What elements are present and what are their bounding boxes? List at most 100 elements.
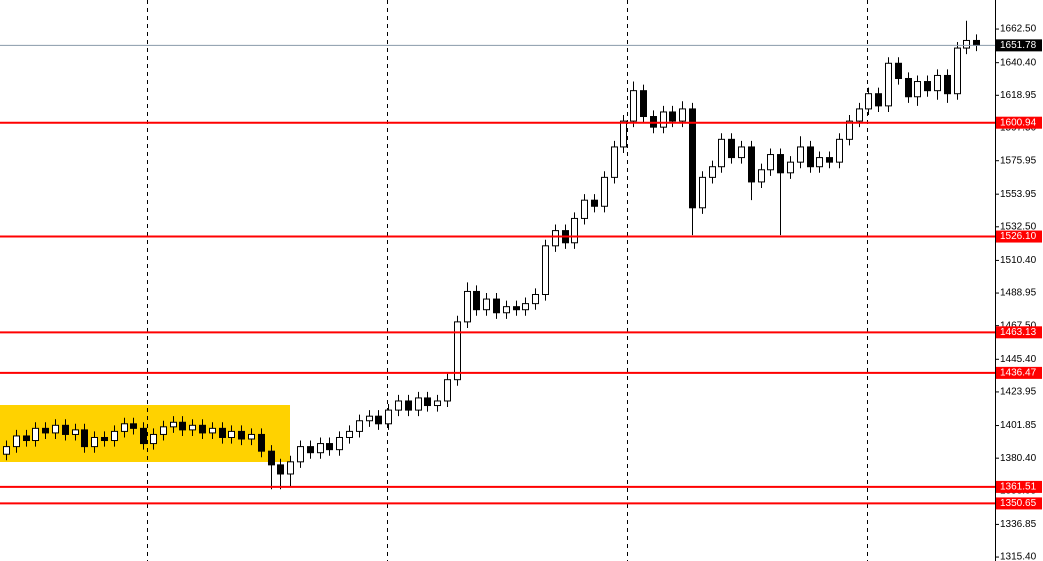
level-box (996, 230, 1042, 243)
candle-body (13, 435, 20, 448)
y-tick-label: 1336.85 (1000, 519, 1037, 530)
candle-body (807, 146, 814, 168)
candle-body (973, 39, 980, 46)
y-tick-label: 1467.50 (1000, 320, 1037, 331)
candle-body (767, 154, 774, 171)
candle-body (248, 433, 255, 440)
last-price-box (996, 39, 1042, 52)
candle-body (346, 430, 353, 438)
candle-body (189, 424, 196, 431)
candle-body (473, 290, 480, 311)
candle-body (836, 138, 843, 163)
candle-body (591, 199, 598, 207)
level-box (996, 366, 1042, 379)
candle-body (963, 39, 970, 49)
candle-body (738, 146, 745, 159)
candle-body (42, 427, 49, 434)
y-tick-label: 1380.40 (1000, 453, 1037, 464)
level-box (996, 326, 1042, 339)
candle-body (503, 306, 510, 314)
y-tick-label: 1575.95 (1000, 155, 1037, 166)
y-tick-label: 1532.50 (1000, 221, 1037, 232)
candle-body (356, 420, 363, 432)
candle-body (571, 217, 578, 244)
last-price-label: 1651.78 (1000, 40, 1037, 51)
candle-body (415, 397, 422, 411)
candle-body (787, 161, 794, 174)
level-box (996, 497, 1042, 510)
candle-body (944, 74, 951, 95)
candle-body (405, 400, 412, 411)
level-label: 1463.13 (1000, 327, 1037, 338)
candle-body (914, 81, 921, 98)
candle-body (601, 176, 608, 207)
candle-body (797, 146, 804, 163)
candle-body (140, 427, 147, 445)
y-tick-label: 1553.95 (1000, 189, 1037, 200)
candle-body (542, 245, 549, 295)
candle-body (72, 429, 79, 435)
candle-body (679, 108, 686, 122)
y-tick-label: 1488.95 (1000, 288, 1037, 299)
candle-body (611, 146, 618, 178)
y-tick-label: 1618.95 (1000, 90, 1037, 101)
candle-body (336, 436, 343, 451)
candle-body (3, 446, 10, 455)
candle-body (258, 433, 265, 452)
candle-body (865, 93, 872, 110)
candle-body (23, 435, 30, 442)
candle-body (464, 290, 471, 323)
candle-body (179, 421, 186, 431)
candle-body (238, 430, 245, 440)
candle-body (91, 436, 98, 448)
candle-body (326, 443, 333, 451)
y-tick-label: 1423.95 (1000, 387, 1037, 398)
candle-body (669, 111, 676, 122)
candle-body (777, 154, 784, 174)
candle-body (52, 424, 59, 434)
level-label: 1361.51 (1000, 482, 1037, 493)
candle-body (375, 415, 382, 425)
candle-body (660, 111, 667, 128)
candle-body (170, 421, 177, 428)
candle-body (934, 74, 941, 92)
candle-body (895, 62, 902, 79)
candle-body (277, 464, 284, 475)
candle-body (32, 427, 39, 442)
time-grid (147, 0, 868, 561)
candle-body (826, 157, 833, 163)
candle-body (954, 47, 961, 95)
level-box (996, 116, 1042, 129)
candle-body (317, 443, 324, 454)
candle-body (856, 108, 863, 122)
candle-body (81, 429, 88, 448)
candle-body (219, 427, 226, 438)
y-tick-label: 1401.85 (1000, 420, 1037, 431)
candle-body (121, 423, 128, 432)
candle-body (101, 436, 108, 442)
candle-body (130, 423, 137, 429)
level-label: 1526.10 (1000, 231, 1037, 242)
candle-body (209, 427, 216, 434)
level-box (996, 480, 1042, 493)
candle-body (630, 90, 637, 122)
candle-body (924, 81, 931, 92)
candle-body (385, 409, 392, 425)
candle-body (493, 298, 500, 314)
level-label: 1350.65 (1000, 498, 1037, 509)
candle-body (483, 298, 490, 311)
level-label: 1436.47 (1000, 368, 1037, 379)
candle-body (297, 446, 304, 463)
candle-body (150, 433, 157, 445)
candle-body (885, 62, 892, 107)
candle-body (366, 415, 373, 422)
candle-body (454, 321, 461, 381)
candle-body (228, 430, 235, 438)
candle-body (640, 90, 647, 118)
candle-body (758, 169, 765, 183)
candle-body (522, 303, 529, 311)
candle-body (699, 176, 706, 209)
candle-body (709, 166, 716, 178)
